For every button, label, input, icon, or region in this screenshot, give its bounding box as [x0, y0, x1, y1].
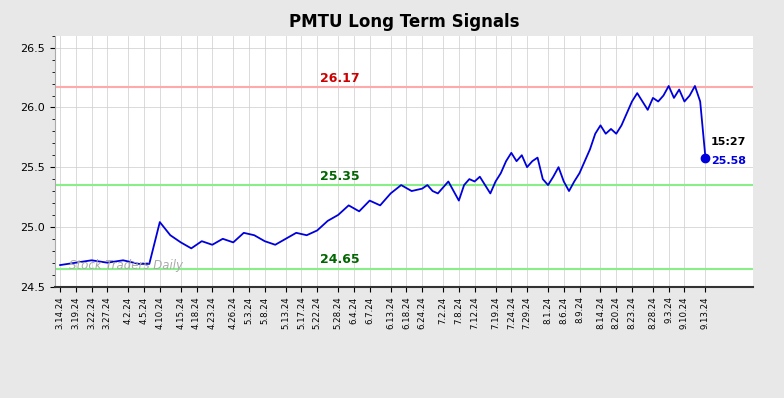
Text: 26.17: 26.17 [321, 72, 360, 85]
Text: Stock Traders Daily: Stock Traders Daily [69, 259, 183, 271]
Title: PMTU Long Term Signals: PMTU Long Term Signals [289, 14, 519, 31]
Text: 25.58: 25.58 [710, 156, 746, 166]
Text: 25.35: 25.35 [321, 170, 360, 183]
Text: 24.65: 24.65 [321, 253, 360, 266]
Text: 15:27: 15:27 [710, 137, 746, 147]
